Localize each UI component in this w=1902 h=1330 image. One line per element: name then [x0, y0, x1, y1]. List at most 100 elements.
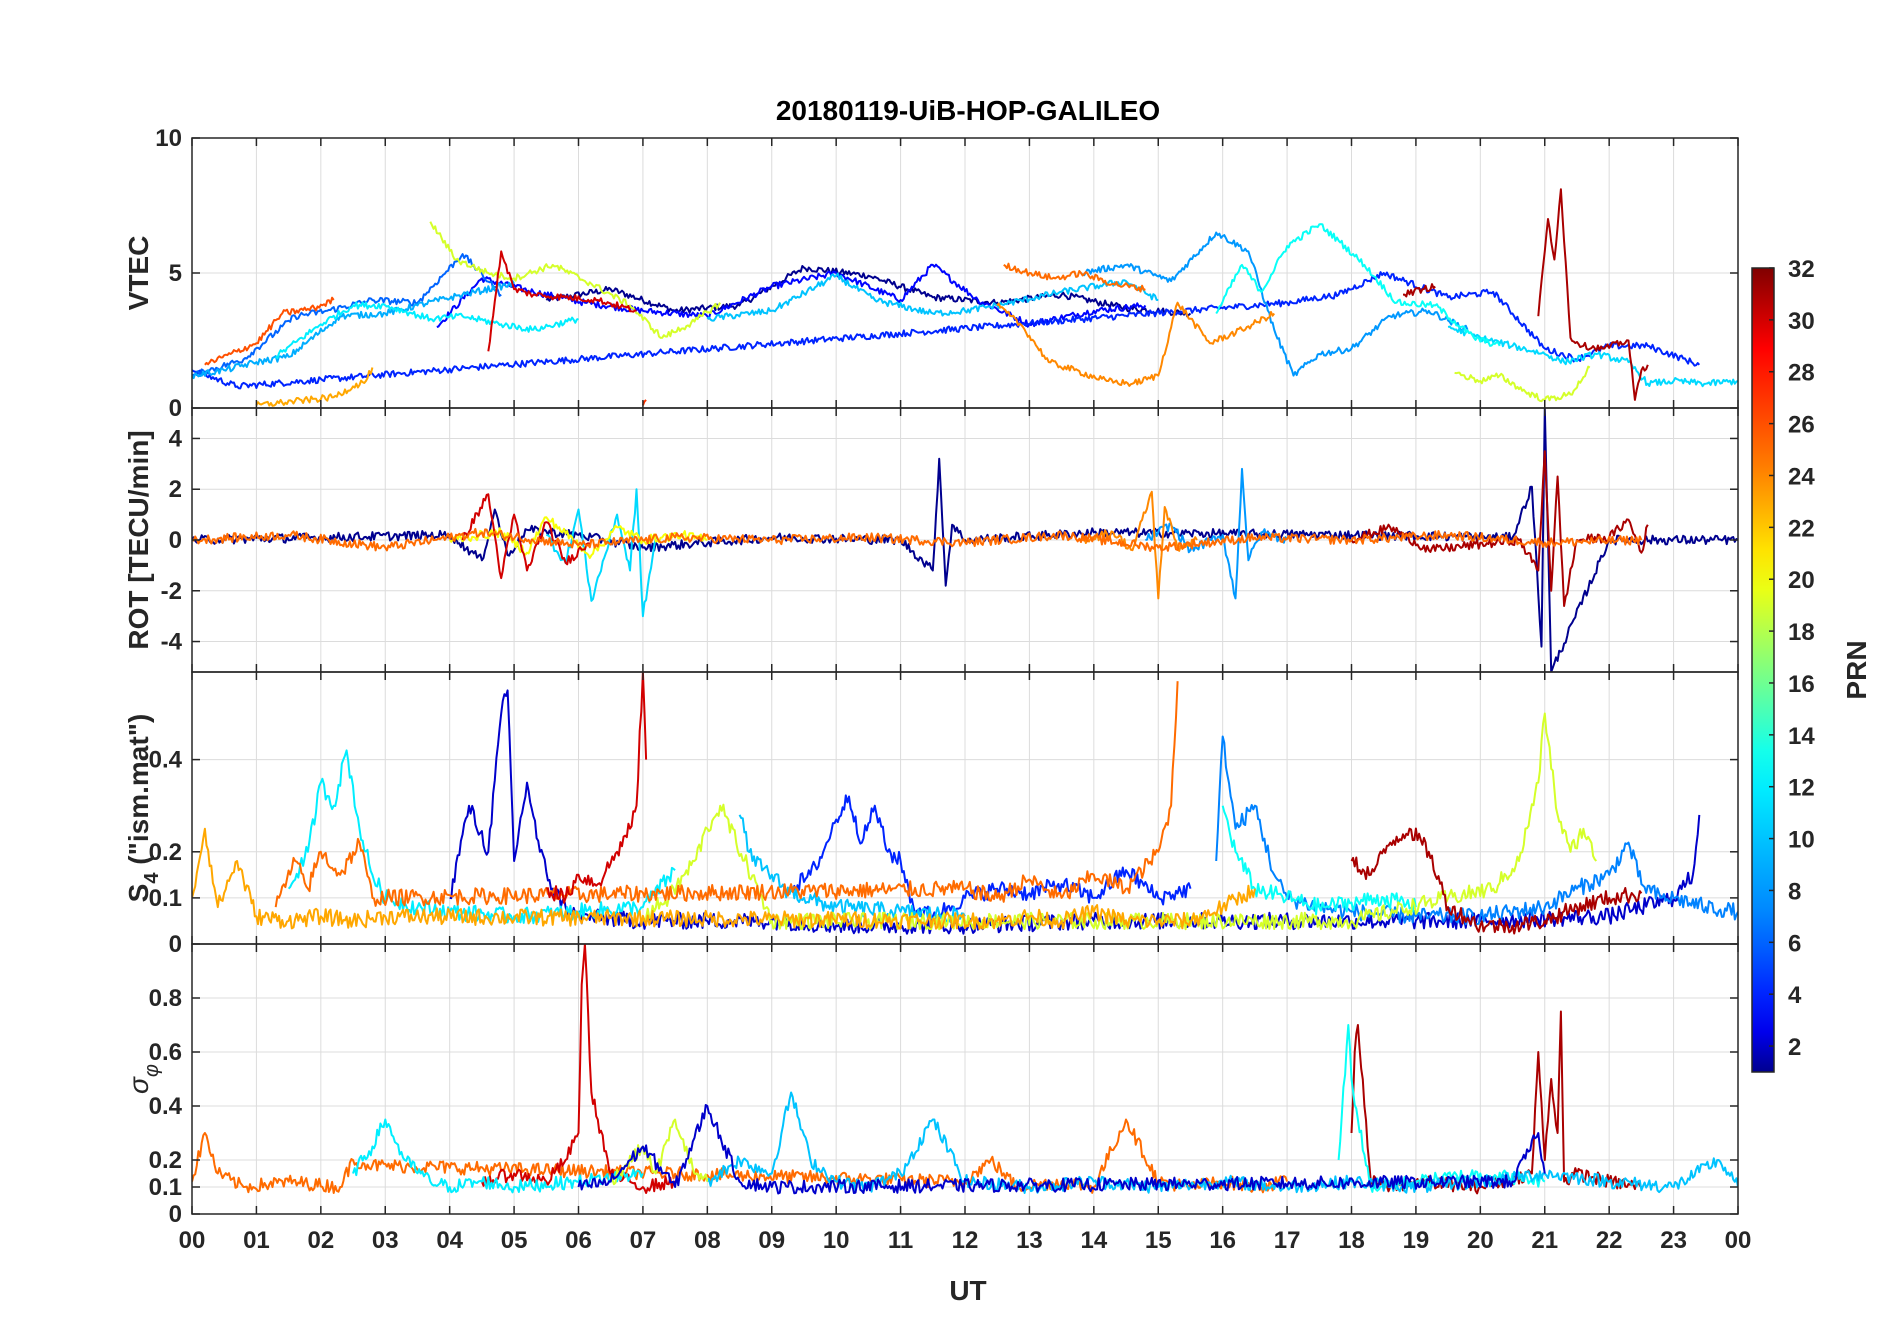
series-vtec-prn-6-3: [192, 253, 502, 377]
y-axis-label-sigma: σφ: [123, 1064, 163, 1094]
grid-vtec: [191, 137, 1739, 409]
y-tick-label: -4: [161, 629, 183, 656]
x-tick-label: 04: [436, 1227, 463, 1254]
x-axis-label: UT: [949, 1275, 986, 1306]
y-tick-label: 2: [169, 476, 182, 503]
series-vtec-prn-4-2: [192, 271, 1701, 390]
x-tick-label: 05: [501, 1227, 528, 1254]
series-s4-prn-23-7: [192, 827, 1256, 930]
y-tick-label: 4: [169, 425, 183, 452]
series-sigma-prn-2-7: [577, 1104, 1546, 1195]
y-tick-label: 0.2: [149, 1147, 182, 1174]
y-tick-label: 0: [169, 527, 182, 554]
series-sigma-prn-30-1: [480, 944, 676, 1194]
y-tick-label: -2: [161, 578, 182, 605]
x-tick-label: 18: [1338, 1227, 1365, 1254]
panel-sigma: 00.10.2 0.4 0.6 0.8 σφ: [123, 943, 1739, 1228]
series-s4-prn-30-9: [546, 672, 648, 904]
series-vtec-prn-10-6: [706, 272, 1159, 322]
y-tick-label: 5: [169, 260, 182, 287]
series-group-vtec: [192, 188, 1738, 407]
colorbar-tick-label: 22: [1788, 515, 1815, 542]
series-vtec-prn-25-15: [1003, 262, 1146, 293]
x-tick-label: 16: [1209, 1227, 1236, 1254]
x-tick-label: 01: [243, 1227, 270, 1254]
x-tick-label: 00: [1725, 1227, 1752, 1254]
series-s4-prn-31-10: [1350, 827, 1643, 935]
x-tick-label: 07: [630, 1227, 657, 1254]
x-tick-label: 06: [565, 1227, 592, 1254]
y-tick-label: 0.1: [149, 1174, 182, 1201]
x-tick-label: 08: [694, 1227, 721, 1254]
colorbar-tick-label: 20: [1788, 567, 1815, 594]
colorbar-tick-label: 12: [1788, 775, 1815, 802]
series-rot-prn-25-7: [192, 527, 1643, 552]
x-tick-label: 22: [1596, 1227, 1623, 1254]
panel-vtec: 0 5 10 VTEC: [123, 125, 1739, 422]
x-tick-label: 09: [758, 1227, 785, 1254]
series-sigma-prn-12-5: [352, 1118, 644, 1194]
colorbar-tick-label: 18: [1788, 619, 1815, 646]
series-vtec-prn-26-14: [204, 296, 335, 366]
chart-title: 20180119-UiB-HOP-GALILEO: [776, 95, 1160, 126]
colorbar-tick-label: 16: [1788, 671, 1815, 698]
panel-rot: -4 -2 0 2 4 ROT [TECU/min]: [123, 407, 1739, 673]
x-tick-label: 13: [1016, 1227, 1043, 1254]
panel-s4: 0 0.1 0.2 0.4S4 ("ism.mat"): [123, 671, 1739, 958]
y-tick-label: 0.6: [149, 1039, 182, 1066]
series-vtec-prn-1-0: [545, 265, 1192, 318]
x-tick-label: 17: [1274, 1227, 1301, 1254]
series-s4-prn-10-3: [738, 814, 966, 924]
y-tick-label: 0.8: [149, 985, 182, 1012]
y-axis-label-s4: S4 ("ism.mat"): [123, 714, 163, 903]
series-vtec-prn-19-11: [1454, 365, 1591, 403]
series-s4-prn-12-4: [287, 749, 676, 925]
series-vtec-prn-19-10: [429, 221, 722, 339]
series-rot-prn-30-5: [461, 493, 593, 580]
colorbar-tick-label: 26: [1788, 412, 1815, 439]
x-tick-label: 00: [179, 1227, 206, 1254]
series-vtec-prn-31-17: [1537, 188, 1649, 401]
series-vtec-prn-11-7: [1447, 325, 1738, 388]
y-tick-label: 0: [169, 1201, 182, 1228]
series-rot-prn-1-0: [192, 408, 1738, 672]
series-sigma-prn-25-0: [192, 1118, 1289, 1194]
series-s4-prn-7-2: [1215, 735, 1738, 926]
series-vtec-prn-12-8: [275, 301, 579, 359]
series-vtec-prn-8-4: [1080, 231, 1469, 377]
series-vtec-prn-13-9: [1215, 223, 1501, 347]
series-vtec-prn-9-5: [192, 280, 515, 380]
x-tick-label: 03: [372, 1227, 399, 1254]
y-tick-label: 0.4: [149, 747, 183, 774]
x-tick-label: 15: [1145, 1227, 1172, 1254]
colorbar-tick-label: 30: [1788, 308, 1815, 335]
x-tick-label: 19: [1403, 1227, 1430, 1254]
series-group-sigma: [192, 944, 1738, 1195]
series-group-rot: [192, 408, 1738, 672]
colorbar-tick-label: 14: [1788, 723, 1815, 750]
series-s4-prn-25-8: [274, 681, 1179, 908]
y-tick-label: 0.1: [149, 885, 182, 912]
series-vtec-prn-24-13: [996, 301, 1276, 387]
colorbar-frame: [1751, 267, 1775, 1073]
series-vtec-prn-31-18: [1403, 283, 1436, 298]
y-axis-label-rot: ROT [TECU/min]: [123, 430, 154, 649]
x-tick-label: 14: [1080, 1227, 1107, 1254]
x-tick-label: 11: [888, 1227, 913, 1254]
series-rot-prn-31-6: [1350, 450, 1649, 607]
colorbar-gradient: [1752, 268, 1774, 1072]
y-tick-label: 0: [169, 931, 182, 958]
colorbar-tick-label: 24: [1788, 463, 1815, 490]
series-rot-prn-11-2: [546, 488, 657, 618]
x-tick-label: 10: [823, 1227, 850, 1254]
x-tick-labels: 00 01 02 03 04 05 06 07 08 09 10 11 12 13 14 15 16 17 18 19…: [179, 1227, 1752, 1254]
x-tick-label: 21: [1531, 1227, 1558, 1254]
y-tick-label: 0.2: [149, 839, 182, 866]
series-vtec-prn-23-12: [255, 367, 374, 407]
series-sigma-prn-31-2: [1350, 1010, 1643, 1195]
x-tick-label: 23: [1660, 1227, 1687, 1254]
colorbar-tick-label: 32: [1788, 256, 1815, 283]
